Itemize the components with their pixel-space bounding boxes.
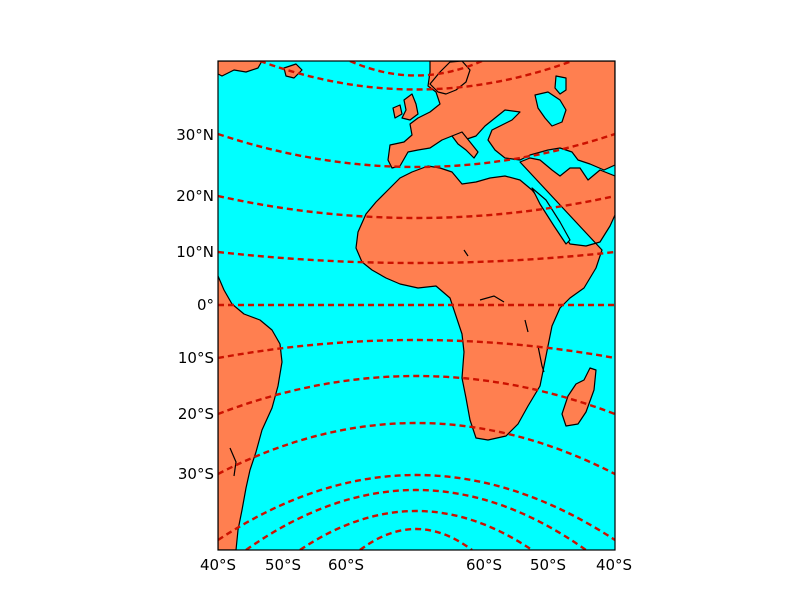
- lat-label-20s: 20°S: [178, 405, 214, 423]
- bottom-label-3: 60°S: [328, 556, 364, 574]
- congo-river: [479, 295, 505, 303]
- bottom-label-6: 40°S: [596, 556, 632, 574]
- lat-label-30n: 30°N: [176, 126, 214, 144]
- lat-label-10n: 10°N: [176, 243, 214, 261]
- ireland: [392, 104, 403, 119]
- lake-tanganyika: [537, 345, 545, 373]
- latitude-labels: 30°N 20°N 10°N 0° 10°S 20°S 30°S: [176, 126, 214, 483]
- lake-victoria: [524, 319, 529, 333]
- red-sea: [531, 187, 571, 245]
- bottom-labels: 40°S 50°S 60°S 60°S 50°S 40°S: [200, 556, 632, 574]
- bottom-label-2: 50°S: [265, 556, 301, 574]
- italy: [451, 131, 479, 159]
- lat-label-10s: 10°S: [178, 349, 214, 367]
- great-britain: [401, 93, 419, 121]
- bottom-label-1: 40°S: [200, 556, 236, 574]
- chile-coast-detail: [229, 447, 237, 477]
- map-frame: [217, 60, 616, 551]
- bottom-label-5: 50°S: [530, 556, 566, 574]
- graticule-lines: [218, 61, 615, 550]
- map-panel: [217, 60, 616, 551]
- caspian-sea: [554, 75, 567, 95]
- bottom-label-4: 60°S: [466, 556, 502, 574]
- lat-label-20n: 20°N: [176, 187, 214, 205]
- lat-label-equator: 0°: [197, 296, 214, 314]
- madagascar: [561, 367, 597, 427]
- south-america-landmass: [218, 275, 283, 550]
- lat-label-30s: 30°S: [178, 465, 214, 483]
- black-sea: [534, 91, 567, 127]
- lake-chad: [463, 249, 469, 257]
